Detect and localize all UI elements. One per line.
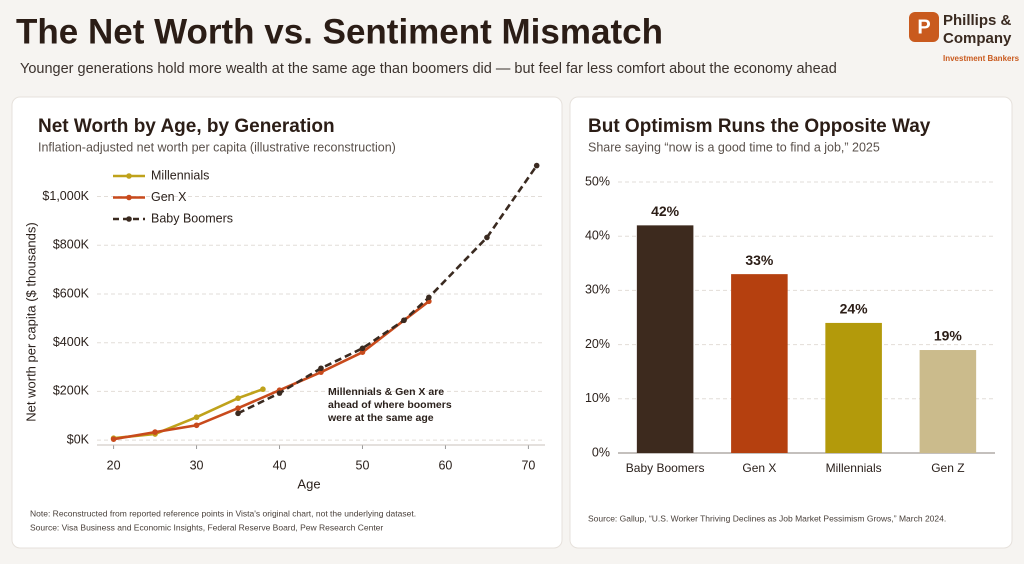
y-tick-label: 40% [585, 228, 610, 242]
x-tick-label: 30 [190, 458, 204, 472]
y-tick-label: 50% [585, 174, 610, 188]
data-point [426, 294, 432, 301]
y-tick-label: 0% [592, 445, 610, 459]
value-label: 24% [840, 301, 869, 317]
source: Source: Gallup, “U.S. Worker Thriving De… [588, 513, 946, 523]
data-point [401, 317, 407, 324]
data-point [193, 422, 200, 429]
y-tick-label: 30% [585, 283, 610, 297]
bar [731, 274, 788, 453]
chart-subtitle: Share saying “now is a good time to find… [588, 140, 880, 154]
data-point [235, 395, 241, 402]
page-subtitle: Younger generations hold more wealth at … [20, 61, 837, 77]
bar [919, 350, 977, 453]
data-point [152, 429, 158, 435]
y-tick-label: $400K [53, 335, 90, 349]
page-title: The Net Worth vs. Sentiment Mismatch [16, 12, 663, 51]
logo-icon [909, 12, 939, 42]
chart-title: Net Worth by Age, by Generation [38, 116, 335, 137]
y-tick-label: 20% [585, 337, 610, 351]
legend-swatch-dot [126, 194, 132, 201]
data-point [359, 345, 366, 352]
x-tick-label: 40 [273, 458, 287, 472]
x-tick-label: 60 [438, 458, 452, 472]
x-axis-title: Age [297, 476, 320, 491]
bar [825, 322, 882, 453]
y-tick-label: $0K [67, 432, 90, 446]
y-tick-label: 10% [585, 391, 610, 405]
data-point [110, 436, 117, 442]
data-point [276, 390, 283, 396]
legend-label: Baby Boomers [151, 211, 233, 225]
y-tick-label: $1,000K [42, 189, 89, 203]
x-tick-label: Baby Boomers [625, 461, 705, 475]
left-panel [11, 96, 563, 549]
x-tick-label: Gen X [742, 461, 777, 475]
legend-swatch-dot [126, 216, 132, 222]
x-tick-label: Gen Z [931, 461, 965, 475]
value-label: 33% [745, 252, 774, 268]
data-point [533, 162, 540, 169]
value-label: 19% [934, 328, 963, 344]
legend-label: Millennials [151, 168, 209, 182]
note: Note: Reconstructed from reported refere… [30, 508, 416, 518]
x-tick-label: Millennials [825, 461, 882, 475]
logo-tagline: Investment Bankers [943, 54, 1020, 63]
data-point [235, 410, 241, 417]
chart-subtitle: Inflation-adjusted net worth per capita … [38, 140, 396, 154]
y-tick-label: $600K [53, 286, 90, 300]
annotation: Millennials & Gen X are ahead of where b… [328, 386, 452, 424]
legend-swatch-dot [126, 173, 132, 179]
series-line [237, 164, 538, 415]
data-point [484, 234, 490, 241]
source: Source: Visa Business and Economic Insig… [30, 522, 383, 532]
data-point [359, 349, 366, 355]
right-panel [569, 96, 1013, 549]
x-tick-label: 50 [356, 458, 370, 472]
value-label: 42% [651, 203, 680, 219]
data-point [235, 405, 241, 412]
y-axis-title: Net worth per capita ($ thousands) [23, 222, 38, 421]
logo-name: Company [943, 30, 1012, 47]
data-point [260, 386, 266, 393]
logo-name: Phillips & [943, 12, 1012, 29]
x-tick-label: 20 [107, 458, 121, 472]
data-point [318, 369, 324, 375]
y-tick-label: $800K [53, 238, 90, 252]
bar [636, 225, 694, 453]
x-tick-label: 70 [521, 458, 535, 472]
data-point [318, 365, 324, 372]
data-point [193, 414, 200, 421]
legend-label: Gen X [151, 190, 187, 204]
chart-title: But Optimism Runs the Opposite Way [588, 116, 931, 137]
logo-mark: P [917, 16, 930, 38]
y-tick-label: $200K [53, 384, 90, 398]
